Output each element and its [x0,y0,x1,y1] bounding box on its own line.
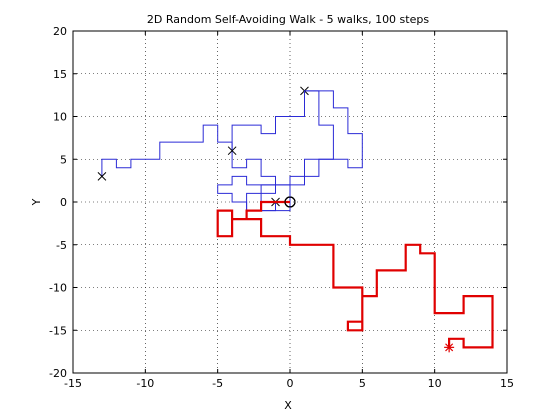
x-tick-label: -15 [64,377,82,390]
x-tick-label: 10 [428,377,442,390]
y-tick-label: 15 [53,68,67,81]
x-tick-label: 5 [359,377,366,390]
x-tick-label: -10 [136,377,154,390]
walk-end-marker-3 [227,146,237,156]
walk-path-5 [216,200,494,349]
y-axis-label: Y [30,198,43,206]
y-tick-label: -10 [49,282,67,295]
plot-area [97,86,494,353]
axes-box [72,30,508,374]
x-axis-label: X [284,399,292,412]
walk-end-marker-2 [97,171,107,181]
y-tick-label: 5 [60,153,67,166]
x-tick-label: -5 [212,377,223,390]
walk-path-3 [231,90,334,202]
y-tick-label: 0 [60,196,67,209]
y-tick-label: 10 [53,111,67,124]
walk-path-2 [101,124,291,202]
walk-end-marker-5 [444,342,455,353]
x-tick-label: 0 [287,377,294,390]
walk-start-marker [284,196,296,208]
walk-path-4 [217,175,291,212]
y-tick-label: 20 [53,25,67,38]
y-tick-label: -20 [49,367,67,380]
x-tick-label: 15 [500,377,514,390]
y-tick-label: -5 [56,239,67,252]
chart-title: 2D Random Self-Avoiding Walk - 5 walks, … [147,13,429,26]
y-tick-label: -15 [49,324,67,337]
